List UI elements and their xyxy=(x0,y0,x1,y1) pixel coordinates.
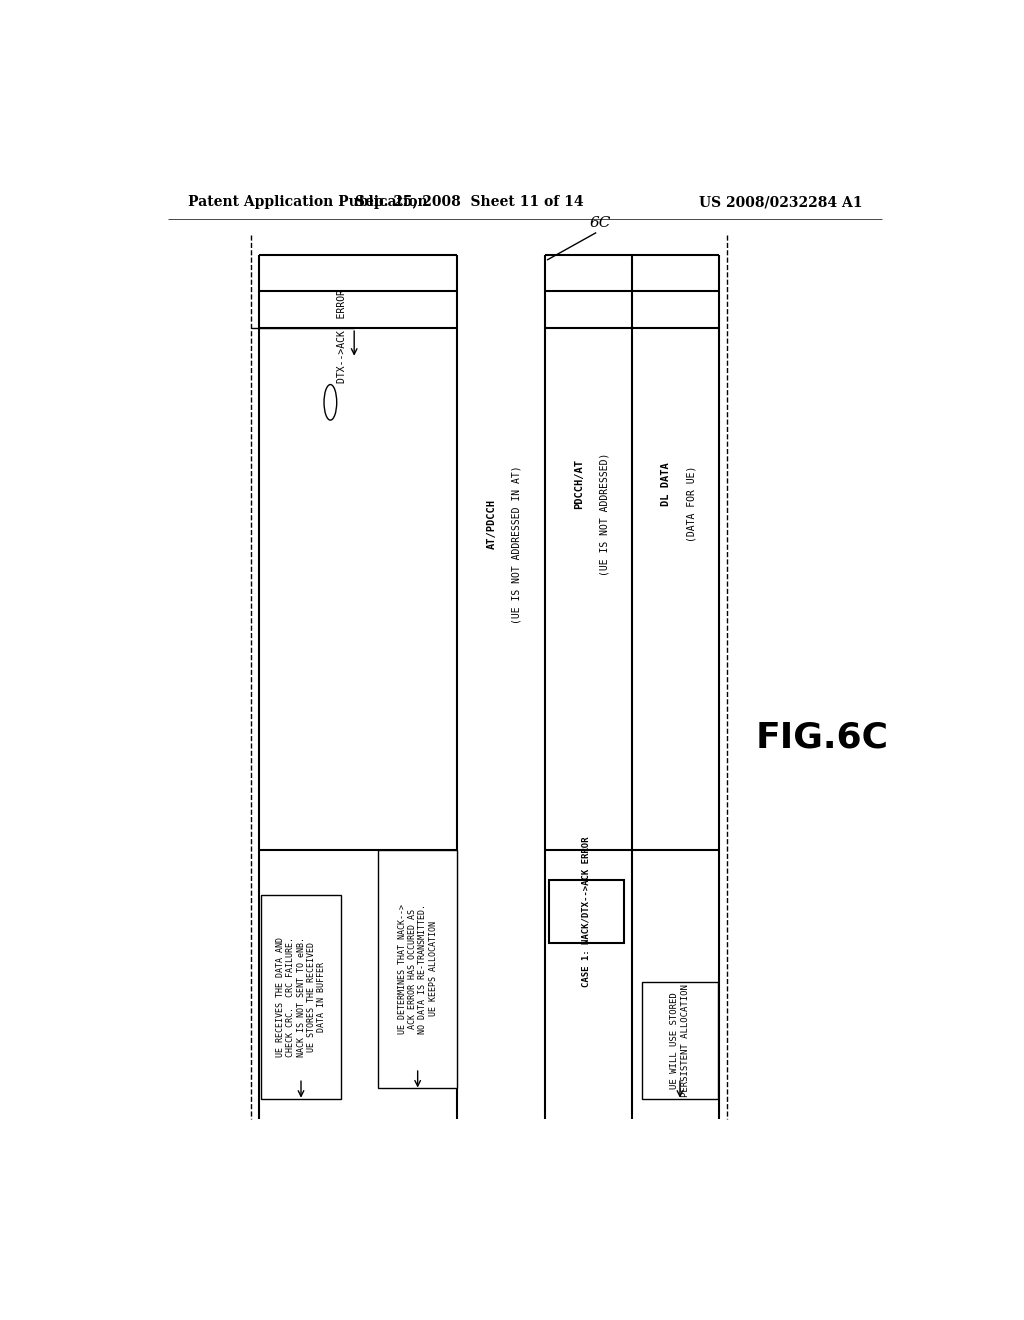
Bar xyxy=(261,895,341,1098)
Text: DL DATA: DL DATA xyxy=(662,462,671,506)
Bar xyxy=(549,880,624,942)
Text: 6C: 6C xyxy=(590,215,611,230)
Text: UE DETERMINES THAT NACK-->
ACK ERROR HAS OCCURED AS
NO DATA IS RE-TRANSMITTED.
U: UE DETERMINES THAT NACK--> ACK ERROR HAS… xyxy=(397,904,438,1034)
Text: (UE IS NOT ADDRESSED IN AT): (UE IS NOT ADDRESSED IN AT) xyxy=(512,466,522,624)
Text: FIG.6C: FIG.6C xyxy=(756,721,889,755)
Text: US 2008/0232284 A1: US 2008/0232284 A1 xyxy=(698,195,862,209)
Text: Sep. 25, 2008  Sheet 11 of 14: Sep. 25, 2008 Sheet 11 of 14 xyxy=(355,195,584,209)
Text: (DATA FOR UE): (DATA FOR UE) xyxy=(686,466,696,543)
Text: (UE IS NOT ADDRESSED): (UE IS NOT ADDRESSED) xyxy=(599,453,609,576)
Text: AT/PDCCH: AT/PDCCH xyxy=(486,499,497,549)
Text: DTX-->ACK  ERROR: DTX-->ACK ERROR xyxy=(337,289,347,383)
Text: UE RECEIVES THE DATA AND
CHECK CRC.  CRC FAILURE.
NACK IS NOT SENT TO eNB.
UE ST: UE RECEIVES THE DATA AND CHECK CRC. CRC … xyxy=(275,937,327,1057)
Bar xyxy=(378,850,458,1089)
Text: UE WILL USE STORED
PERSISTENT ALLOCATION: UE WILL USE STORED PERSISTENT ALLOCATION xyxy=(671,983,689,1097)
Text: CASE 1: NACK/DTX-->ACK ERROR: CASE 1: NACK/DTX-->ACK ERROR xyxy=(582,837,591,987)
Text: Patent Application Publication: Patent Application Publication xyxy=(187,195,427,209)
Text: PDCCH/AT: PDCCH/AT xyxy=(573,458,584,508)
Bar xyxy=(642,982,718,1098)
